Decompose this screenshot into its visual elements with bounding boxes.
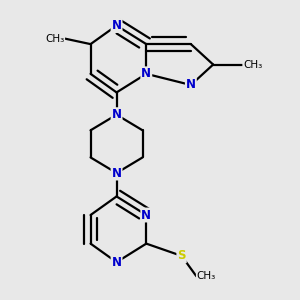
Text: N: N — [112, 167, 122, 179]
Text: CH₃: CH₃ — [243, 59, 262, 70]
Text: S: S — [177, 249, 186, 262]
Text: N: N — [112, 108, 122, 121]
Text: N: N — [141, 67, 151, 80]
Text: N: N — [112, 256, 122, 269]
Text: N: N — [112, 19, 122, 32]
Text: N: N — [141, 208, 151, 221]
Text: CH₃: CH₃ — [196, 271, 216, 281]
Text: N: N — [186, 79, 196, 92]
Text: CH₃: CH₃ — [45, 34, 64, 44]
